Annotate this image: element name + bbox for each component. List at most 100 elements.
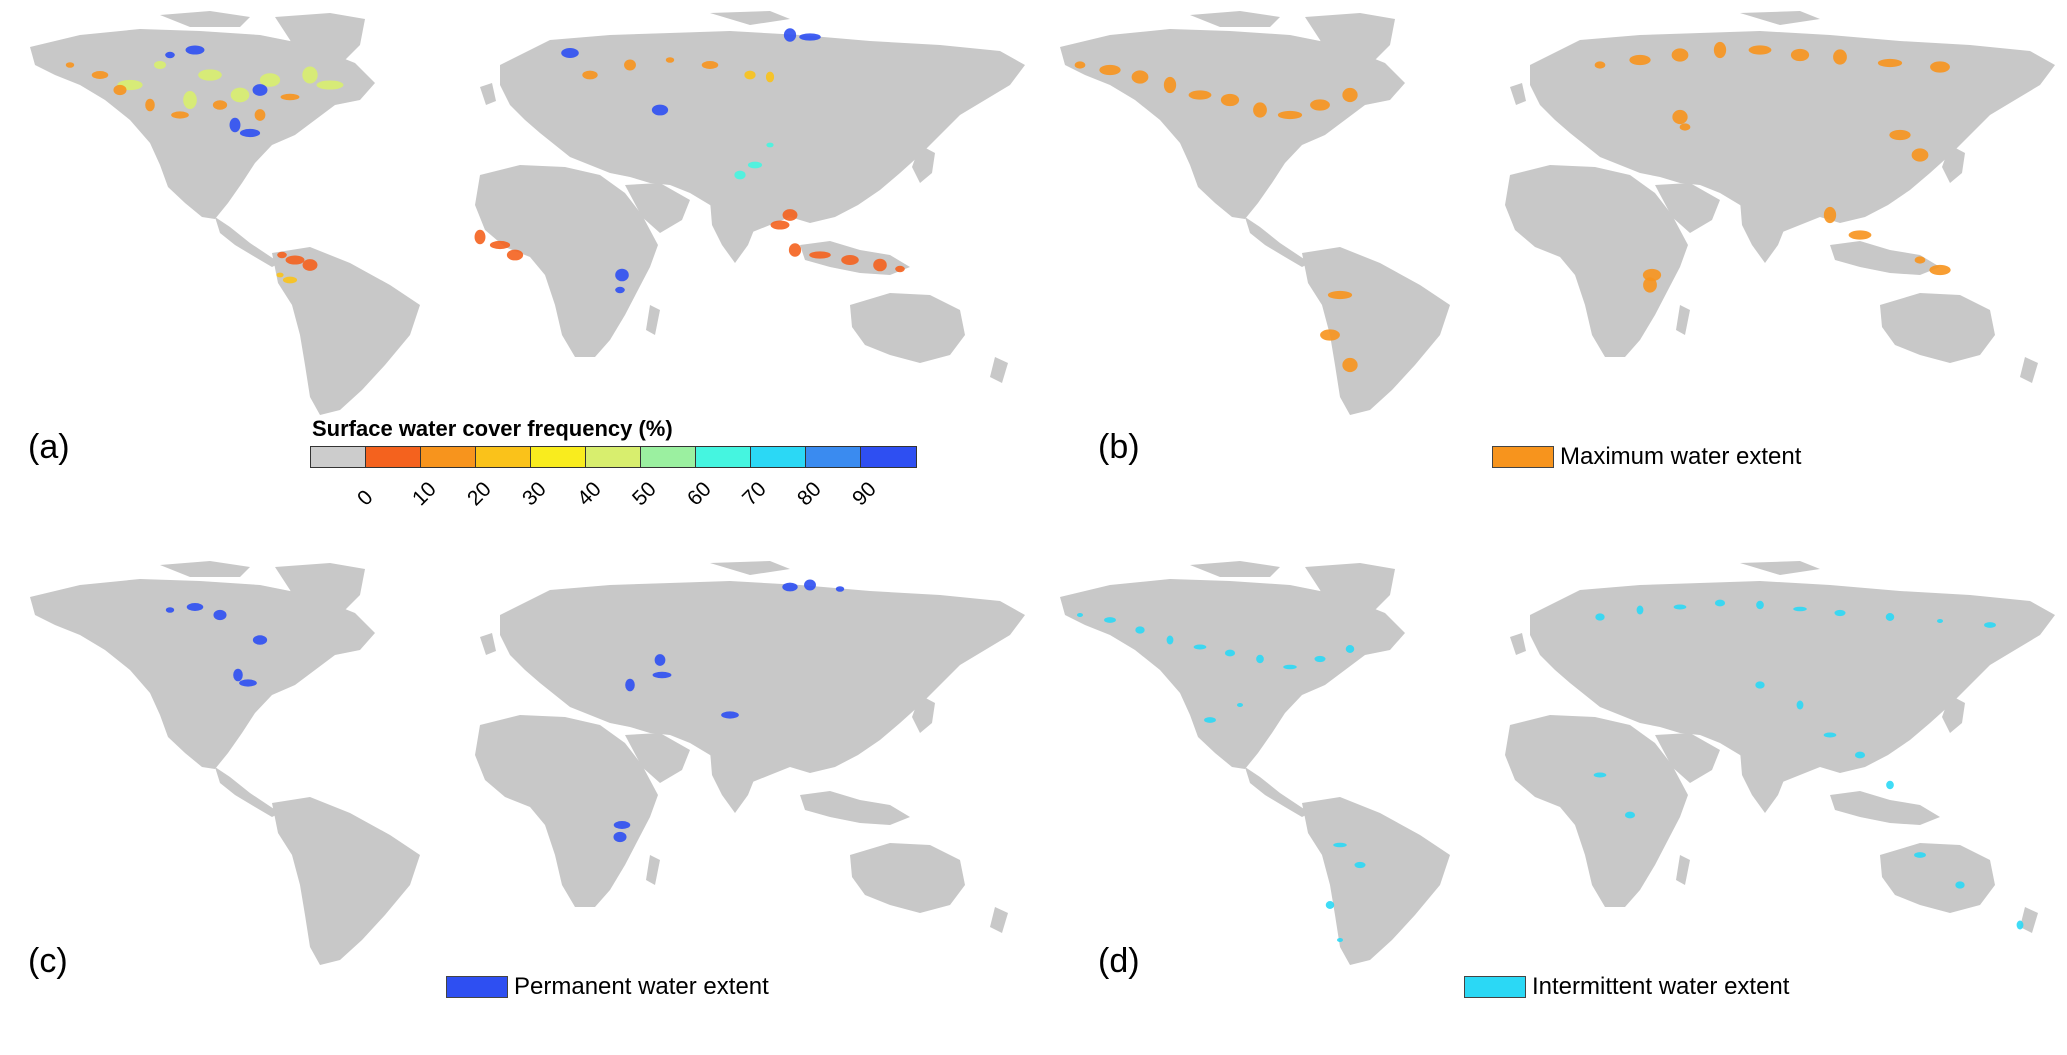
landmass	[1302, 247, 1450, 415]
water-patch	[1342, 87, 1358, 103]
landmass	[850, 843, 965, 913]
water-patch	[582, 70, 598, 80]
water-patch	[625, 678, 635, 692]
water-patch	[1886, 780, 1894, 790]
water-patch	[766, 142, 774, 148]
water-patch	[782, 209, 798, 221]
landmass	[1530, 581, 2055, 783]
water-patch	[770, 220, 790, 230]
water-patch	[561, 48, 579, 58]
water-patch	[302, 259, 318, 271]
water-patch	[721, 711, 739, 719]
water-patch	[654, 654, 666, 666]
landmass	[1510, 83, 1526, 105]
landmass	[1942, 145, 1965, 183]
water-patch	[282, 276, 298, 284]
swatch-permanent-water	[446, 976, 508, 998]
water-patch	[1077, 613, 1083, 617]
water-patch	[783, 28, 797, 42]
landmass	[912, 145, 935, 183]
water-patch	[652, 671, 672, 679]
panel-c	[10, 555, 1040, 1055]
water-patch	[1823, 732, 1837, 738]
landmass	[215, 767, 280, 817]
water-patch	[280, 93, 300, 101]
water-patch	[615, 268, 629, 282]
water-patch	[1854, 751, 1866, 759]
landmass	[1505, 715, 1688, 907]
panel-b	[1040, 5, 2067, 505]
landmass	[1245, 217, 1310, 267]
water-patch	[788, 243, 802, 257]
landmass	[1190, 561, 1280, 577]
water-patch	[1877, 58, 1903, 68]
water-patch	[316, 80, 344, 90]
landmass	[850, 293, 965, 363]
water-patch	[1929, 264, 1951, 276]
water-patch	[804, 579, 816, 591]
landmass	[1676, 855, 1690, 885]
landmass	[275, 13, 365, 71]
water-patch	[254, 109, 266, 121]
water-patch	[744, 70, 756, 80]
water-patch	[1984, 622, 1996, 628]
water-patch	[895, 265, 905, 273]
landmass	[30, 579, 375, 769]
landmass	[2020, 907, 2038, 933]
water-patch	[1594, 61, 1606, 69]
landmass	[480, 83, 496, 105]
water-patch	[1099, 64, 1121, 76]
water-patch	[1595, 613, 1605, 621]
water-patch	[1636, 605, 1644, 615]
landmass	[1190, 11, 1280, 27]
water-patch	[1755, 681, 1765, 689]
water-patch	[624, 59, 636, 71]
panel-label-a: (a)	[28, 428, 70, 466]
water-patch	[1756, 600, 1764, 610]
landmass	[1676, 305, 1690, 335]
water-patch	[165, 51, 175, 59]
water-patch	[1256, 654, 1264, 664]
landmass	[625, 733, 690, 783]
landmass	[500, 31, 1025, 233]
landmass	[1740, 750, 1788, 813]
landmass	[625, 183, 690, 233]
frequency-colorbar	[310, 446, 917, 468]
swatch-intermittent-water	[1464, 976, 1526, 998]
water-patch	[1748, 45, 1772, 55]
water-patch	[1166, 635, 1174, 645]
water-patch	[1283, 664, 1297, 670]
legend-intermittent-water: Intermittent water extent	[1464, 973, 1789, 1001]
landmass	[1880, 293, 1995, 363]
colorbar-cell	[421, 447, 476, 467]
panel-label-d: (d)	[1098, 942, 1140, 980]
water-patch	[185, 45, 205, 55]
landmass	[710, 750, 758, 813]
water-patch	[252, 84, 268, 96]
landmass	[800, 791, 910, 825]
legend-maximum-water: Maximum water extent	[1492, 443, 1801, 471]
colorbar-cell	[806, 447, 861, 467]
landmass	[1830, 241, 1940, 275]
water-patch	[165, 607, 175, 613]
swatch-maximum-water	[1492, 446, 1554, 468]
landmass	[1505, 165, 1688, 357]
water-patch	[835, 586, 845, 592]
water-patch	[1679, 123, 1691, 131]
water-patch	[230, 87, 250, 103]
water-patch	[1823, 206, 1837, 224]
water-patch	[1930, 61, 1950, 73]
water-patch	[651, 104, 669, 116]
water-patch	[1204, 717, 1216, 723]
landmass	[500, 581, 1025, 783]
landmass	[480, 633, 496, 655]
water-patch	[1342, 357, 1358, 373]
water-patch	[665, 57, 675, 63]
water-patch	[213, 609, 227, 621]
landmass	[1060, 579, 1405, 769]
world-map-b	[1060, 11, 2055, 415]
water-patch	[1889, 129, 1911, 141]
water-patch	[1643, 277, 1657, 293]
water-patch	[1333, 842, 1347, 848]
landmass	[1740, 11, 1820, 25]
